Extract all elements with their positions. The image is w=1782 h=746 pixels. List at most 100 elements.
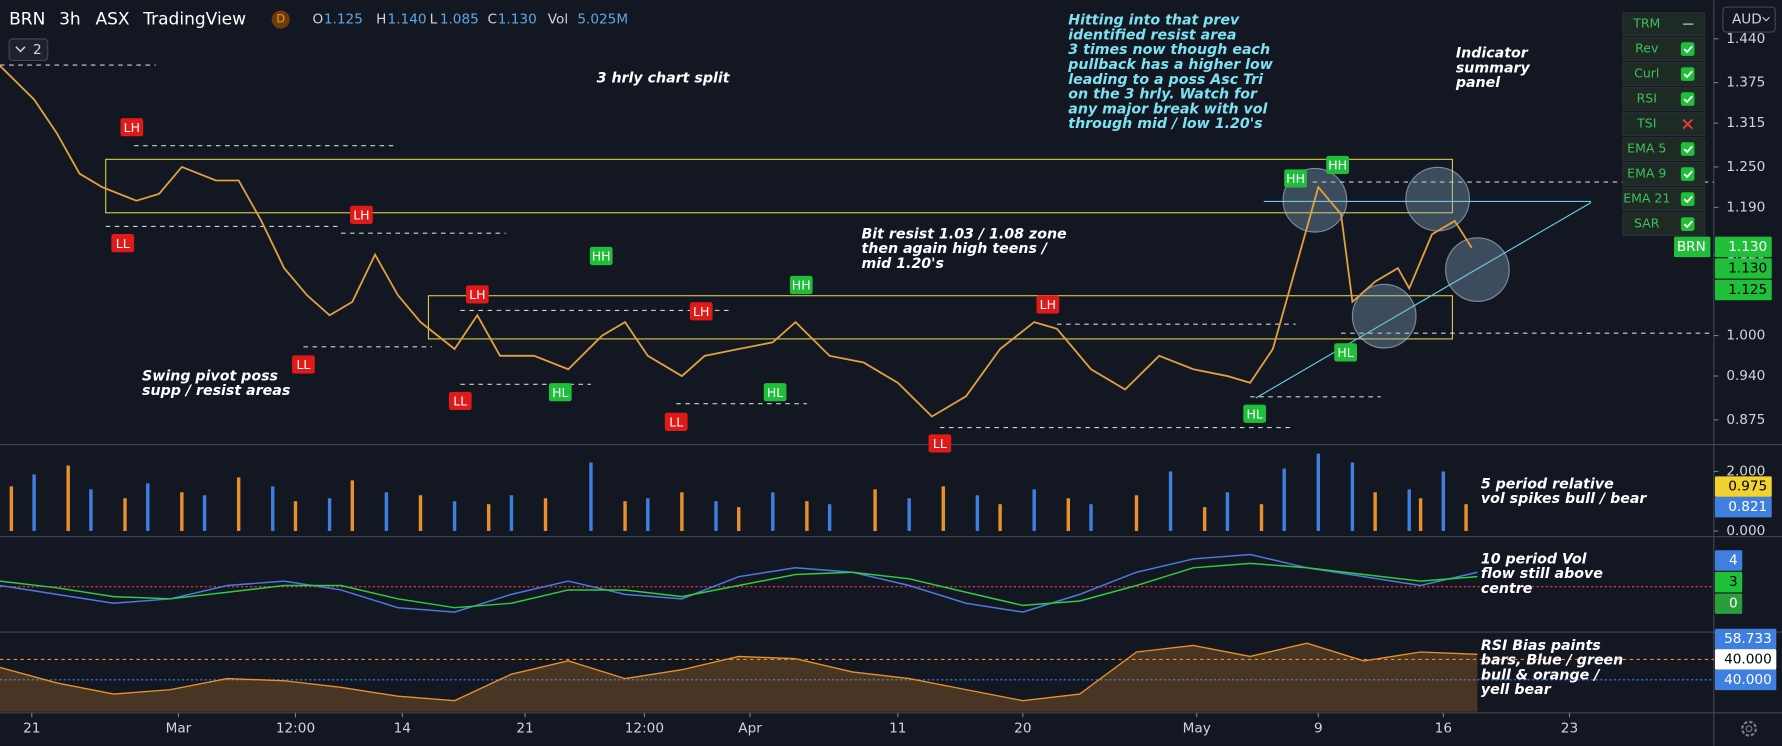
volume-bar xyxy=(1441,471,1446,531)
pivot-label: LH xyxy=(1040,297,1056,312)
series-line xyxy=(0,562,1478,609)
volume-bar xyxy=(1168,471,1173,531)
rsi-badge: 40.000 xyxy=(1724,672,1772,688)
status-ok xyxy=(1680,217,1695,231)
indicator-label: TRM xyxy=(1632,16,1660,31)
indicator-label: Rev xyxy=(1635,41,1659,56)
gear-icon[interactable] xyxy=(1741,720,1757,737)
y-tick-label: 1.315 xyxy=(1726,115,1765,131)
volume-badge: 0.975 xyxy=(1728,479,1767,495)
volume-bar xyxy=(1418,498,1423,531)
volume-bar xyxy=(509,495,514,531)
highlight xyxy=(1351,283,1417,349)
price-badge: 1.125 xyxy=(1728,282,1767,298)
settings[interactable] xyxy=(1741,720,1757,737)
flow-badge-bg xyxy=(1714,550,1743,571)
volume-bar xyxy=(805,501,809,531)
indicator-row xyxy=(1622,112,1706,137)
volume-bar xyxy=(293,501,298,531)
volume-bar xyxy=(771,492,775,531)
pivot-label: LL xyxy=(296,357,310,372)
collapse-button[interactable]: 2 xyxy=(8,38,49,62)
y-tick-label: 1.375 xyxy=(1726,75,1765,91)
volume-bar xyxy=(418,495,423,531)
annotation: pullback has a higher low xyxy=(1067,57,1273,73)
flow-badge: 0 xyxy=(1729,596,1738,612)
indicator-label: EMA 5 xyxy=(1627,141,1666,156)
check xyxy=(1683,95,1693,104)
annotation: flow still above xyxy=(1481,566,1603,582)
volume-badge-bg xyxy=(1714,476,1772,497)
button-bg[interactable] xyxy=(8,38,49,62)
annotation: Bit resist 1.03 / 1.08 zone xyxy=(861,226,1067,242)
y-tick-label: 2.000 xyxy=(1726,463,1765,479)
volume-bar xyxy=(9,486,14,531)
currency-button[interactable]: AUD xyxy=(1722,6,1776,33)
pivot-label: HL xyxy=(1337,345,1353,360)
x-tick-label: 21 xyxy=(23,721,40,737)
pivot-label: LL xyxy=(453,394,467,409)
annotation: on the 3 hrly. Watch for xyxy=(1068,87,1258,103)
pivot-label: LH xyxy=(353,207,369,222)
price-badge: 1.130 xyxy=(1728,260,1767,276)
indicator-label: SAR xyxy=(1634,216,1660,231)
pivot-marker xyxy=(111,234,135,253)
pivot-marker xyxy=(763,383,787,402)
pivot-label: HL xyxy=(767,385,783,400)
volume-bar xyxy=(1066,498,1070,531)
volume-bar xyxy=(543,498,548,531)
ohlc-key: O xyxy=(313,12,324,28)
ohlc-value: 1.085 xyxy=(440,12,479,28)
volume-bar xyxy=(827,504,832,531)
rsi-badge: 58.733 xyxy=(1724,631,1772,647)
x-tick-label: Apr xyxy=(738,721,762,737)
volume-bar xyxy=(1032,489,1036,531)
pivot-label: LL xyxy=(933,436,947,451)
header: BRN 3h ASX TradingView D O 1.125 H 1.140… xyxy=(9,10,628,30)
check xyxy=(1683,220,1693,229)
annotation: 5 period relative xyxy=(1481,476,1614,492)
pivot-marker xyxy=(1334,343,1357,362)
annotation: Swing pivot poss xyxy=(142,368,278,384)
highlight xyxy=(1445,237,1510,302)
volume-bar xyxy=(66,465,70,531)
price-badge-bg xyxy=(1714,258,1772,279)
rsi-badge: 40.000 xyxy=(1724,651,1772,667)
ohlc-value: 1.130 xyxy=(498,12,537,28)
y-tick-label: 1.250 xyxy=(1726,159,1765,175)
annotation: 3 times now though each xyxy=(1068,42,1270,58)
annotation: 10 period Vol xyxy=(1481,551,1588,567)
pivot-marker xyxy=(292,355,315,374)
x-tick-label: 9 xyxy=(1314,721,1323,737)
volume-bar xyxy=(1350,462,1355,531)
flow-badge: 4 xyxy=(1729,553,1738,569)
volume-bar xyxy=(32,474,36,531)
check xyxy=(1683,145,1693,154)
volume-bar xyxy=(202,495,207,531)
button-bg[interactable] xyxy=(1722,6,1776,33)
volume-bar xyxy=(1282,468,1286,531)
pivot-label: LH xyxy=(469,287,485,302)
pivot-marker xyxy=(350,205,373,224)
y-tick-label: 0.875 xyxy=(1726,412,1765,428)
status-ok xyxy=(1680,67,1695,81)
pivot-label: LH xyxy=(693,304,709,319)
x-tick-label: 12:00 xyxy=(276,721,315,737)
pivot-label: LL xyxy=(116,236,130,251)
currency: AUD xyxy=(1732,12,1762,28)
status-ok xyxy=(1680,92,1695,106)
annotation: 3 hrly chart split xyxy=(597,71,731,87)
gear-hub xyxy=(1745,725,1753,733)
volume-bar xyxy=(1464,504,1468,531)
indicator-label: EMA 9 xyxy=(1627,166,1666,181)
y-tick-label: 1.190 xyxy=(1726,199,1765,215)
exchange: ASX xyxy=(95,10,129,30)
ohlc-key: L xyxy=(430,12,438,28)
badge-bg xyxy=(271,10,290,29)
pivot-marker xyxy=(548,383,572,402)
volume-bar xyxy=(89,489,93,531)
resist-zone xyxy=(105,158,1453,214)
symbol-badge: BRN xyxy=(1677,239,1706,255)
